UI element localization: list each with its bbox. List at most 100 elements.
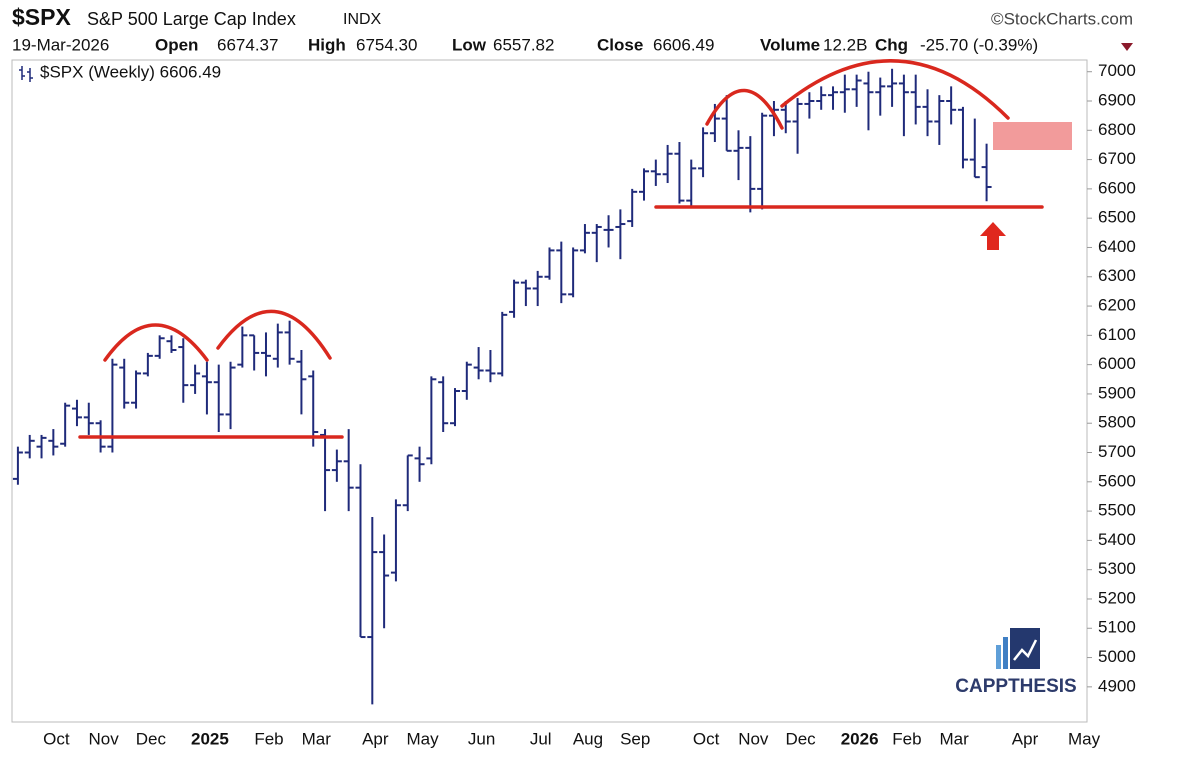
x-tick-label: Dec	[785, 729, 816, 748]
ohlc-bar	[12, 446, 23, 485]
y-tick-label: 5200	[1098, 588, 1136, 607]
header: $SPX S&P 500 Large Cap Index INDX ©Stock…	[12, 4, 1133, 54]
y-tick-label: 5600	[1098, 471, 1136, 490]
x-tick-label: Feb	[892, 729, 921, 748]
date: 19-Mar-2026	[12, 35, 109, 54]
logo-bar	[1003, 637, 1008, 669]
ohlc-bar	[119, 358, 130, 409]
ohlc-bar	[839, 74, 850, 113]
ohlc-bar	[213, 364, 224, 433]
ohlc-bar	[449, 388, 460, 427]
x-tick-label: Mar	[302, 729, 332, 748]
ohlc-bar	[166, 335, 177, 353]
y-tick-label: 6600	[1098, 178, 1136, 197]
ohlc-bar	[83, 402, 94, 435]
annotations	[78, 59, 1044, 439]
ohlc-bar	[851, 74, 862, 107]
ohlc-bar	[568, 247, 579, 298]
ohlc-bar	[414, 446, 425, 482]
ohlc-bar	[249, 334, 260, 371]
ohlc-bar	[142, 352, 153, 377]
stat-label: Chg	[875, 35, 908, 54]
stat-value: -25.70 (-0.39%)	[920, 35, 1038, 54]
ohlc-bar	[804, 92, 815, 119]
stat-value: 6557.82	[493, 35, 554, 54]
ohlc-bar	[473, 347, 484, 380]
ohlc-bar	[201, 361, 212, 415]
logo-bar	[996, 645, 1001, 669]
ohlc-bar	[36, 434, 47, 459]
stat-value: 6674.37	[217, 35, 278, 54]
ohlc-bar	[225, 361, 236, 430]
ohlc-bar	[745, 136, 756, 213]
ohlc-bar	[780, 101, 791, 134]
x-tick-label: Dec	[136, 729, 167, 748]
index-name: S&P 500 Large Cap Index	[87, 9, 296, 29]
ohlc-bar	[603, 215, 614, 248]
ohlc-bar	[662, 144, 673, 184]
y-tick-label: 6200	[1098, 296, 1136, 315]
ohlc-bar	[579, 224, 590, 254]
ohlc-bar	[520, 279, 531, 307]
stat-value: 6754.30	[356, 35, 417, 54]
ohlc-bar	[532, 270, 543, 307]
x-tick-label: May	[1068, 729, 1101, 748]
ohlc-bar	[237, 326, 248, 368]
ohlc-bar	[343, 429, 354, 512]
ohlc-bar	[934, 95, 945, 145]
arc	[216, 309, 332, 360]
ohlc-bar	[178, 338, 189, 403]
arc	[780, 59, 1010, 120]
ohlc-bar	[320, 429, 331, 512]
ohlc-bar	[757, 112, 768, 210]
x-tick-label: Oct	[693, 729, 720, 748]
x-tick-label: Feb	[254, 729, 283, 748]
ohlc-bar	[828, 86, 839, 110]
stat-value: 12.2B	[823, 35, 867, 54]
ohlc-bar	[556, 241, 567, 304]
ohlc-bar	[733, 130, 744, 181]
ohlc-bar	[698, 127, 709, 178]
x-tick-label: Nov	[88, 729, 119, 748]
ohlc-bar	[674, 142, 685, 204]
x-tick-label: Nov	[738, 729, 769, 748]
stat-label: Open	[155, 35, 198, 54]
y-tick-label: 6300	[1098, 266, 1136, 285]
stat-label: Close	[597, 35, 643, 54]
ohlc-bar	[461, 361, 472, 400]
ohlc-bar	[60, 402, 71, 447]
x-tick-label: May	[406, 729, 439, 748]
y-tick-label: 7000	[1098, 61, 1136, 80]
logo: CAPPTHESIS	[955, 628, 1077, 697]
x-tick-label: Apr	[1012, 729, 1039, 748]
x-tick-label: Apr	[362, 729, 389, 748]
y-tick-label: 6100	[1098, 325, 1136, 344]
y-tick-label: 6900	[1098, 90, 1136, 109]
ohlc-bar	[650, 159, 661, 186]
y-tick-label: 5000	[1098, 647, 1136, 666]
plot-frame	[11, 59, 1088, 723]
x-tick-label: Oct	[43, 729, 70, 748]
y-tick-label: 4900	[1098, 676, 1136, 695]
x-tick-label: Jun	[468, 729, 495, 748]
ohlc-bar	[969, 118, 980, 179]
ohlc-bar	[71, 399, 82, 427]
ohlc-bar	[875, 77, 886, 116]
ohlc-bar	[190, 364, 201, 394]
ohlc-bar	[816, 86, 827, 110]
y-tick-label: 5800	[1098, 413, 1136, 432]
ohlc-bar	[426, 376, 437, 465]
y-tick-label: 6000	[1098, 354, 1136, 373]
ohlc-bar	[355, 464, 366, 639]
y-tick-label: 5900	[1098, 383, 1136, 402]
ohlc-bar	[627, 188, 638, 227]
ohlc-bar	[284, 320, 295, 365]
logo-text: CAPPTHESIS	[955, 676, 1076, 697]
ohlc-bar	[367, 516, 378, 705]
ohlc-bar	[922, 89, 933, 137]
ohlc-bar	[887, 68, 898, 107]
ohlc-bar	[154, 335, 165, 359]
stat-label: High	[308, 35, 346, 54]
ohlc-bar	[898, 74, 909, 137]
